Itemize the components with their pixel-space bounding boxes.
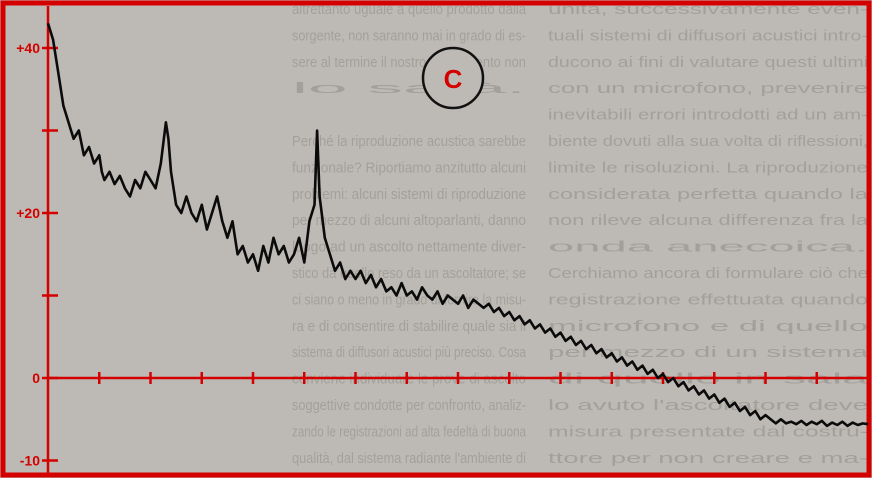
article-text-line: problemi: alcuni sistemi di riproduzione <box>292 186 526 203</box>
article-text-line: ducono ai fini di valutare questi ultimi <box>548 54 868 71</box>
article-text-line: limite le risoluzioni. La riproduzione <box>548 159 868 176</box>
article-text-line: onda anecoica. <box>548 239 868 256</box>
y-tick-label: +40 <box>16 40 40 56</box>
article-text-line: sistema di diffusori acustici più precis… <box>292 344 527 361</box>
article-text-line: luogo ad un ascolto nettamente diver- <box>292 239 526 256</box>
article-text-line: Cerchiamo ancora di formulare ciò che <box>548 265 868 282</box>
article-text-line: non rileve alcuna differenza fra la <box>548 212 869 229</box>
panel-label-circle <box>421 46 485 110</box>
article-text-line: per mezzo di un sistema <box>548 344 869 361</box>
article-text-line: biente dovuti alla sua volta di riflessi… <box>548 133 868 150</box>
article-text-line: microfono e di quello <box>548 318 868 335</box>
article-text-line: lo avuto l'ascoltatore deve <box>548 397 868 414</box>
article-text-line: qualità, dal sistema radiante l'ambiente… <box>292 450 526 467</box>
article-text-line: inevitabili errori introdotti ad un am- <box>548 107 868 124</box>
y-tick-label: 0 <box>32 370 40 386</box>
article-text-line: per mezzo di alcuni altoparlanti, danno <box>292 212 526 229</box>
article-text-line: ttore per non creare e ma- <box>548 450 868 467</box>
panel-label: C <box>444 64 463 94</box>
response-curve <box>46 22 869 428</box>
article-text-line: soggettive condotte per confronto, anali… <box>292 397 526 414</box>
article-text-line: registrazione effettuata quando <box>548 291 868 308</box>
y-tick-label: +20 <box>16 205 40 221</box>
article-text-line: stico da quello reso da un ascoltatore; … <box>292 265 526 282</box>
article-text-line: misura presentate dal costru- <box>548 423 868 440</box>
article-text-line: con un microfono, prevenire <box>548 80 868 97</box>
y-tick-label: -10 <box>20 453 40 469</box>
article-text-line: Perché la riproduzione acustica sarebbe <box>292 133 526 150</box>
article-text-line: considerata perfetta quando la <box>548 186 869 203</box>
article-text-line: funzionale? Riportiamo anzitutto alcuni <box>292 159 526 176</box>
article-text-line: ra e di consentire di stabilire quale si… <box>292 318 526 335</box>
article-text-line: zando le registrazioni ad alta fedeltà d… <box>292 423 527 440</box>
article-text-line: tuali sistemi di diffusori acustici intr… <box>548 27 868 44</box>
article-text-line: sorgente, non saranno mai in grado di es… <box>292 27 526 44</box>
